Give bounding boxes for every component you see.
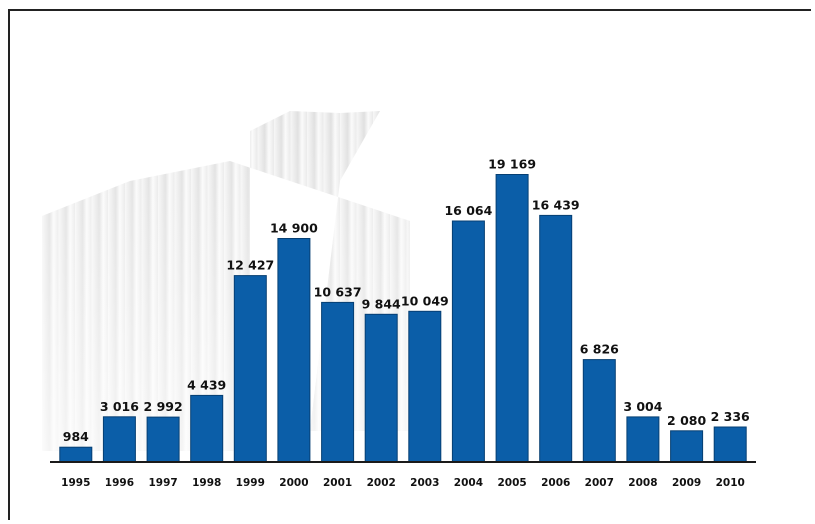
value-label-1996: 3 016 — [100, 399, 139, 414]
bar-2003 — [408, 310, 442, 463]
value-label-2004: 16 064 — [444, 203, 492, 218]
bar-2001 — [321, 301, 355, 463]
x-tick-label-2002: 2002 — [367, 477, 396, 489]
x-tick-label-2004: 2004 — [454, 477, 483, 489]
value-label-2008: 3 004 — [623, 399, 662, 414]
bar-2005 — [495, 174, 529, 463]
bars-group — [59, 174, 747, 463]
value-label-2001: 10 637 — [314, 284, 362, 299]
bar-1995 — [59, 446, 93, 463]
value-label-2005: 19 169 — [488, 157, 536, 172]
bar-1996 — [102, 416, 136, 463]
value-label-2010: 2 336 — [711, 409, 750, 424]
value-label-1998: 4 439 — [187, 377, 226, 392]
value-label-2003: 10 049 — [401, 293, 449, 308]
bar-2002 — [364, 313, 398, 463]
value-label-2009: 2 080 — [667, 413, 706, 428]
value-label-2000: 14 900 — [270, 221, 318, 236]
bar-1999 — [233, 275, 267, 463]
x-tick-label-2010: 2010 — [716, 477, 745, 489]
value-label-1995: 984 — [63, 429, 89, 444]
x-tick-label-1995: 1995 — [61, 477, 90, 489]
value-label-2007: 6 826 — [580, 342, 619, 357]
value-label-1999: 12 427 — [226, 258, 274, 273]
x-tick-labels-group: 1995 1996 1997 1998 1999 2000 2001 2002 2003 2004… — [61, 477, 745, 489]
x-tick-label-1996: 1996 — [105, 477, 134, 489]
x-tick-label-2006: 2006 — [541, 477, 570, 489]
x-tick-label-2007: 2007 — [585, 477, 614, 489]
x-tick-label-2009: 2009 — [672, 477, 701, 489]
x-tick-label-2003: 2003 — [410, 477, 439, 489]
x-tick-label-1997: 1997 — [148, 477, 177, 489]
bar-2004 — [451, 220, 485, 463]
background-decoration — [42, 111, 410, 451]
bar-2007 — [582, 359, 616, 463]
bar-2010 — [713, 426, 747, 463]
x-tick-label-2001: 2001 — [323, 477, 352, 489]
chart-frame: 984 3 016 2 992 4 439 12 427 14 900 10 637 9 84… — [8, 9, 811, 520]
x-tick-label-1998: 1998 — [192, 477, 221, 489]
bar-2009 — [670, 430, 704, 463]
bar-2008 — [626, 416, 660, 463]
value-label-2002: 9 844 — [362, 296, 401, 311]
x-tick-label-2000: 2000 — [279, 477, 308, 489]
bar-1997 — [146, 416, 180, 463]
bar-1998 — [190, 394, 224, 463]
bar-2006 — [539, 214, 573, 463]
x-tick-label-2008: 2008 — [628, 477, 657, 489]
value-label-1997: 2 992 — [144, 399, 183, 414]
bar-2000 — [277, 238, 311, 463]
value-label-2006: 16 439 — [532, 197, 580, 212]
x-tick-label-2005: 2005 — [497, 477, 526, 489]
x-tick-label-1999: 1999 — [236, 477, 265, 489]
